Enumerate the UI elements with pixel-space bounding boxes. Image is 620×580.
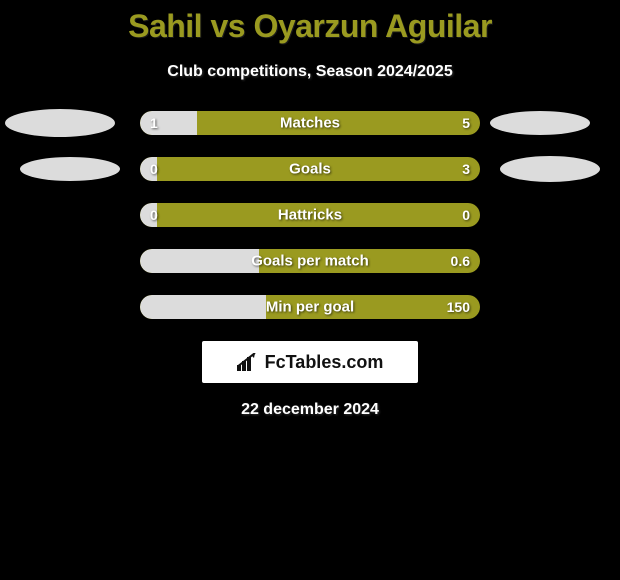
stat-row: Min per goal 150 [0,295,620,319]
date: 22 december 2024 [0,401,620,419]
stat-left-value: 1 [150,115,158,131]
bars-icon [237,353,259,371]
page-title: Sahil vs Oyarzun Aguilar [0,0,620,45]
stat-right-value: 150 [447,299,470,315]
bar-left-fill [140,295,266,319]
logo-box: FcTables.com [202,341,418,383]
bar-track: 0 Goals 3 [140,157,480,181]
bar-left-fill [140,249,259,273]
bar-left-fill [140,111,197,135]
stat-right-value: 5 [462,115,470,131]
player-right-oval [490,111,590,135]
stat-right-value: 3 [462,161,470,177]
bar-track: 0 Hattricks 0 [140,203,480,227]
bar-track: Goals per match 0.6 [140,249,480,273]
stat-row: 0 Hattricks 0 [0,203,620,227]
stat-row: Goals per match 0.6 [0,249,620,273]
bar-track: Min per goal 150 [140,295,480,319]
logo-text: FcTables.com [265,352,384,373]
stat-left-value: 0 [150,207,158,223]
player-left-oval [20,157,120,181]
stat-right-value: 0.6 [451,253,470,269]
player-right-oval [500,156,600,182]
stat-right-value: 0 [462,207,470,223]
player-left-oval [5,109,115,137]
stat-left-value: 0 [150,161,158,177]
stat-label: Goals [140,161,480,178]
stat-label: Hattricks [140,207,480,224]
stat-row: 1 Matches 5 [0,111,620,135]
stat-row: 0 Goals 3 [0,157,620,181]
bar-track: 1 Matches 5 [140,111,480,135]
comparison-chart: 1 Matches 5 0 Goals 3 0 Hattricks 0 Goal… [0,111,620,319]
subtitle: Club competitions, Season 2024/2025 [0,63,620,81]
logo: FcTables.com [237,352,384,373]
